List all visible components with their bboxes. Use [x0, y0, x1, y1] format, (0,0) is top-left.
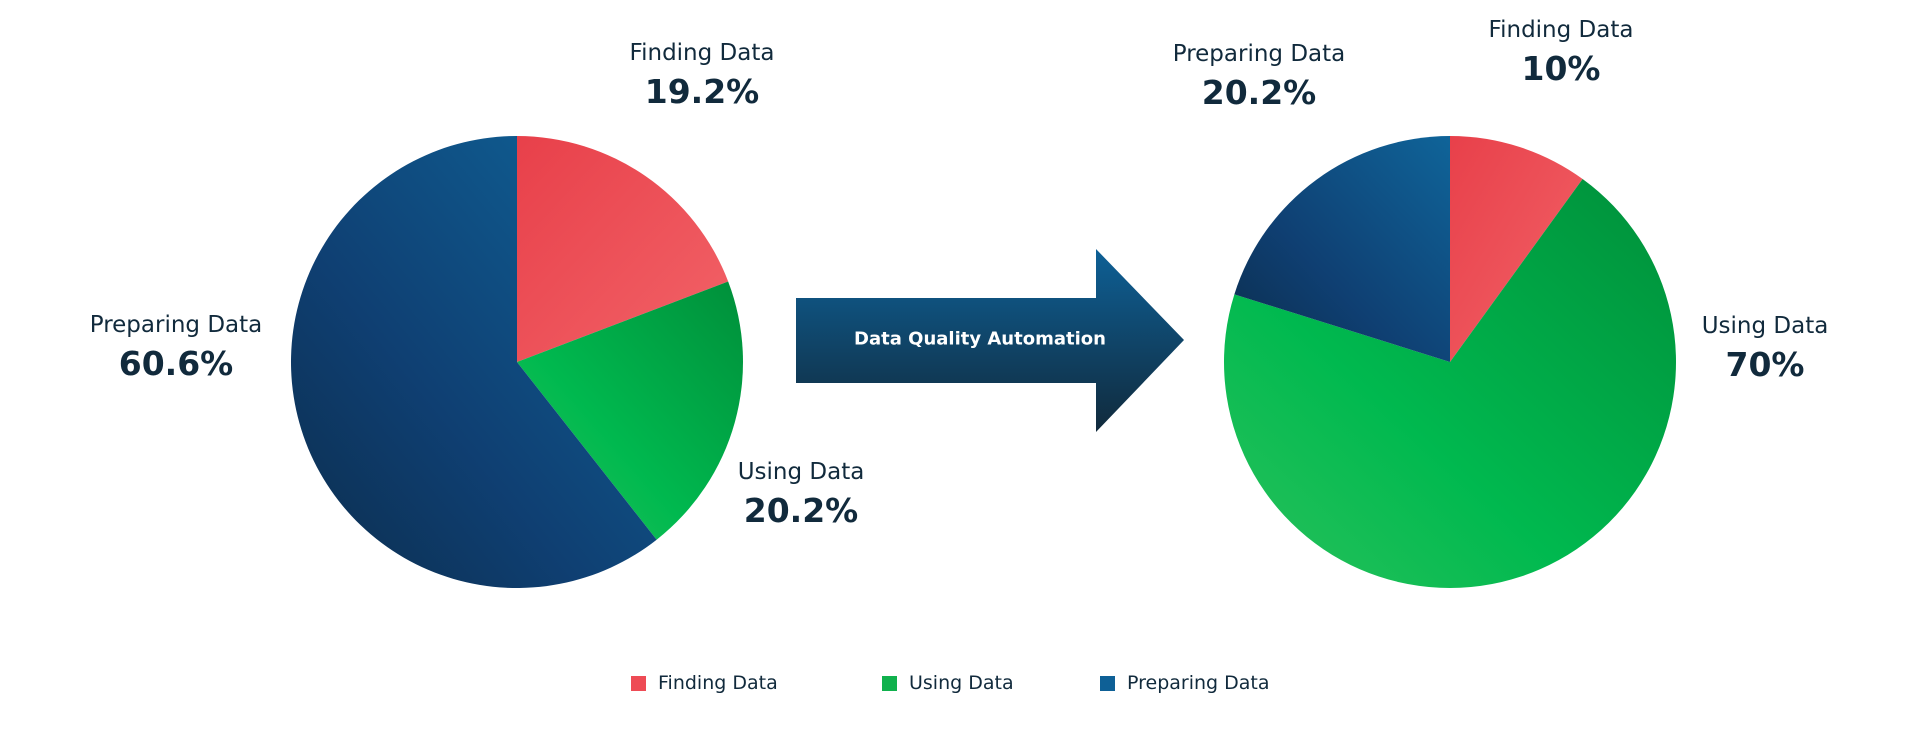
label-name: Preparing Data — [1172, 41, 1346, 67]
legend-swatch — [631, 675, 646, 691]
label-value: 70% — [1725, 344, 1805, 384]
label-value: 10% — [1521, 48, 1601, 88]
pie-after — [1223, 136, 1676, 589]
label-before-preparing: Preparing Data 60.6% — [90, 312, 263, 383]
label-name: Using Data — [737, 459, 865, 485]
label-after-using: Using Data 70% — [1702, 313, 1829, 384]
legend-item-using: Using Data — [882, 672, 1014, 694]
label-before-using: Using Data 20.2% — [738, 459, 865, 530]
label-name: Preparing Data — [89, 312, 263, 338]
label-before-finding: Finding Data 19.2% — [630, 40, 775, 111]
arrow-shape — [796, 249, 1184, 432]
pie-slice-preparing — [1234, 136, 1450, 362]
label-value: 19.2% — [644, 71, 760, 111]
pie-slice-finding — [517, 136, 729, 362]
label-value: 60.6% — [118, 343, 234, 383]
arrow-label: Data Quality Automation — [854, 328, 1106, 350]
label-name: Finding Data — [629, 40, 775, 66]
legend-label: Preparing Data — [1127, 672, 1270, 694]
legend-swatch — [1100, 675, 1115, 691]
pie-slice-preparing — [290, 136, 657, 588]
label-name: Finding Data — [1488, 17, 1634, 43]
legend-label: Using Data — [909, 672, 1014, 694]
legend-item-finding: Finding Data — [631, 672, 778, 694]
label-name: Using Data — [1701, 313, 1829, 339]
label-after-preparing: Preparing Data 20.2% — [1173, 41, 1346, 112]
label-value: 20.2% — [743, 490, 859, 530]
pie-slice-using — [517, 281, 743, 540]
legend-swatch — [882, 675, 897, 691]
label-value: 20.2% — [1201, 72, 1317, 112]
legend-item-preparing: Preparing Data — [1100, 672, 1270, 694]
label-after-finding: Finding Data 10% — [1489, 17, 1634, 88]
pie-slice-finding — [1450, 136, 1583, 362]
pie-slice-using — [1223, 178, 1676, 589]
pie-before — [290, 136, 743, 588]
legend-label: Finding Data — [658, 672, 778, 694]
